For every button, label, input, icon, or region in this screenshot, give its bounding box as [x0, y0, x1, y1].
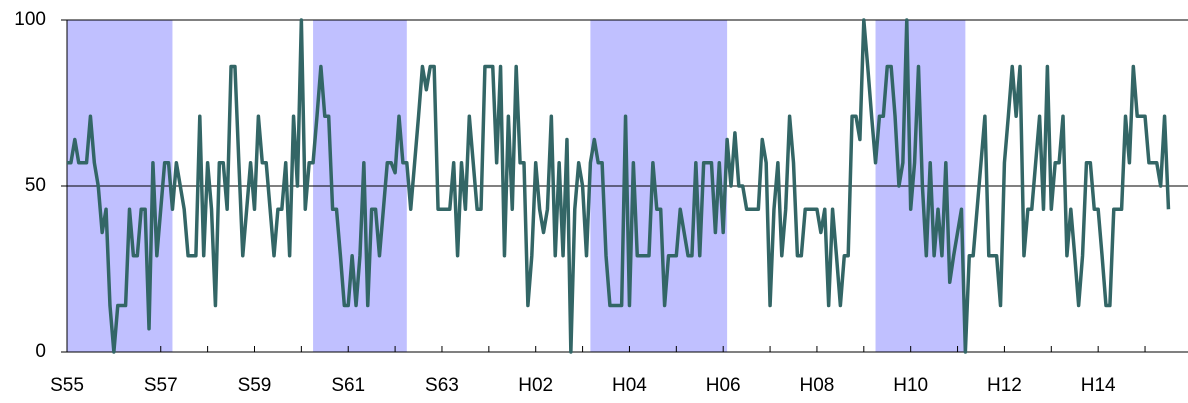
x-tick-label: H02: [518, 375, 553, 396]
y-tick-label: 100: [14, 9, 46, 30]
x-tick-label: H14: [1081, 375, 1116, 396]
x-tick-label: S63: [425, 375, 459, 396]
x-tick-label: H08: [800, 375, 835, 396]
x-tick-label: H12: [987, 375, 1022, 396]
x-tick-label: H10: [893, 375, 928, 396]
y-tick-label: 50: [25, 175, 46, 196]
x-tick-label: S59: [238, 375, 272, 396]
x-tick-label: S61: [331, 375, 365, 396]
y-tick-label: 0: [35, 341, 46, 362]
x-tick-label: S57: [144, 375, 178, 396]
x-tick-label: H04: [612, 375, 647, 396]
x-tick-label: S55: [50, 375, 84, 396]
x-tick-label: H06: [706, 375, 741, 396]
data-line: [67, 18, 1171, 354]
